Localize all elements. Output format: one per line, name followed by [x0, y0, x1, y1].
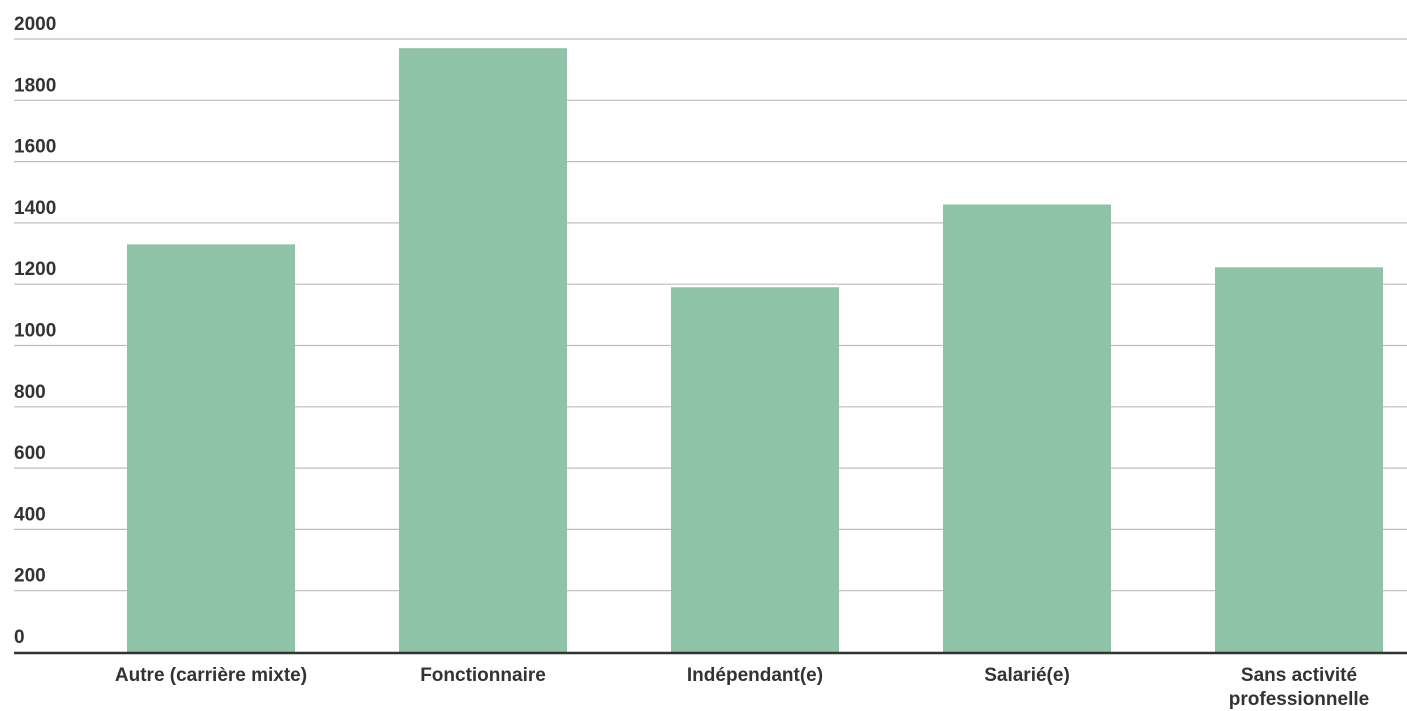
y-tick-label: 0	[14, 627, 25, 648]
x-tick-label: Fonctionnaire	[420, 665, 546, 686]
y-tick-label: 1800	[14, 75, 56, 96]
y-tick-label: 1600	[14, 137, 56, 158]
bar	[943, 204, 1111, 652]
bars	[127, 48, 1383, 653]
y-tick-label: 1200	[14, 259, 56, 280]
bar	[127, 244, 295, 653]
x-tick-label: Salarié(e)	[984, 665, 1070, 686]
y-axis-ticks: 0 200 400 600 800 1000 1200 1400 1600 1800 2000	[14, 14, 56, 648]
y-tick-label: 600	[14, 443, 46, 464]
bar	[399, 48, 567, 652]
y-tick-label: 2000	[14, 14, 56, 35]
x-tick-label: Sans activité	[1241, 665, 1357, 686]
bar	[671, 287, 839, 652]
x-tick-label: professionnelle	[1229, 689, 1369, 710]
x-axis-labels: Autre (carrière mixte) Fonctionnaire Indép…	[115, 665, 1369, 710]
x-tick-label: Autre (carrière mixte)	[115, 665, 307, 686]
y-tick-label: 800	[14, 382, 46, 403]
y-tick-label: 200	[14, 566, 46, 587]
y-tick-label: 1000	[14, 321, 56, 342]
y-tick-label: 400	[14, 504, 46, 525]
x-tick-label: Indépendant(e)	[687, 665, 823, 686]
bar	[1215, 267, 1383, 652]
y-tick-label: 1400	[14, 198, 56, 219]
